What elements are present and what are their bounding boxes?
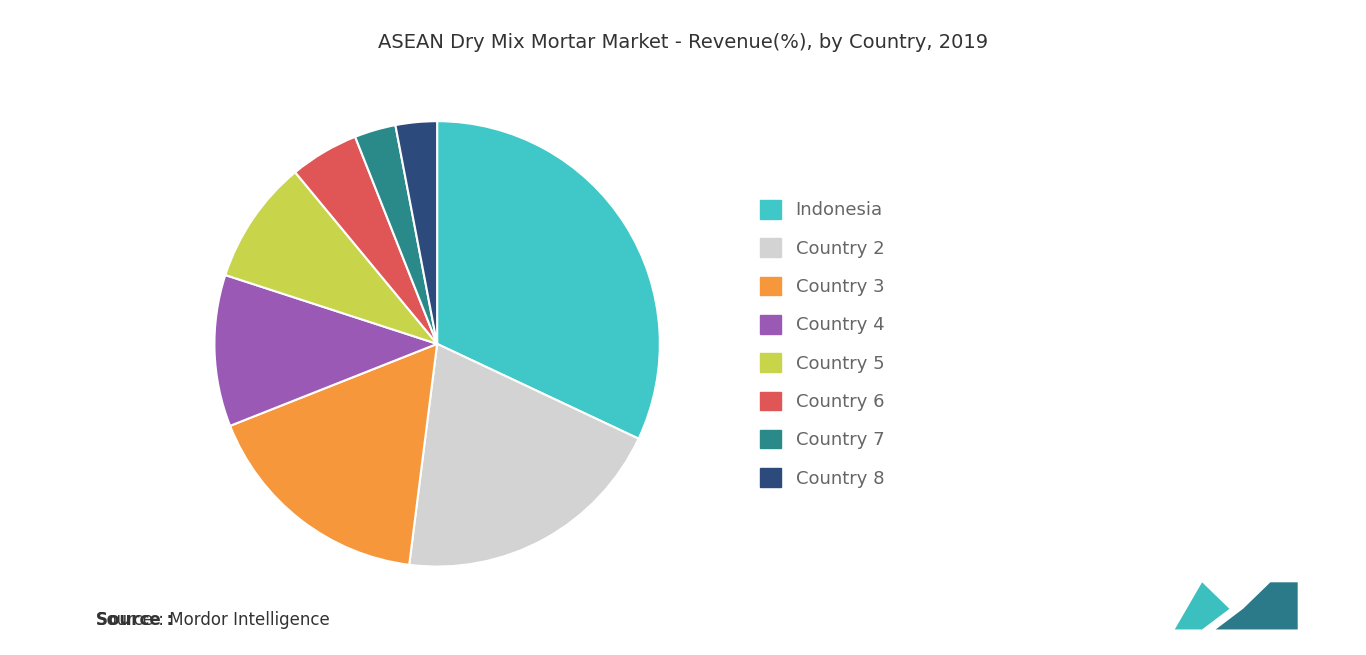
Wedge shape xyxy=(225,172,437,344)
Text: Source : Mordor Intelligence: Source : Mordor Intelligence xyxy=(96,611,329,629)
Wedge shape xyxy=(355,125,437,344)
Wedge shape xyxy=(214,275,437,426)
Polygon shape xyxy=(1175,582,1229,629)
Wedge shape xyxy=(395,121,437,344)
Wedge shape xyxy=(295,137,437,344)
Legend: Indonesia, Country 2, Country 3, Country 4, Country 5, Country 6, Country 7, Cou: Indonesia, Country 2, Country 3, Country… xyxy=(753,193,892,495)
Wedge shape xyxy=(410,344,639,567)
Wedge shape xyxy=(437,121,660,439)
Text: ASEAN Dry Mix Mortar Market - Revenue(%), by Country, 2019: ASEAN Dry Mix Mortar Market - Revenue(%)… xyxy=(378,33,988,52)
Polygon shape xyxy=(1216,582,1298,629)
Wedge shape xyxy=(229,344,437,565)
Text: Source :: Source : xyxy=(96,611,172,629)
